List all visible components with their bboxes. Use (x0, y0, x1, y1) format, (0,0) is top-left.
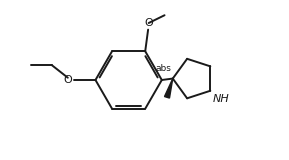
Text: NH: NH (213, 94, 229, 104)
Text: O: O (63, 75, 72, 85)
Polygon shape (164, 79, 173, 98)
Text: abs: abs (155, 64, 171, 73)
Text: O: O (144, 18, 153, 28)
